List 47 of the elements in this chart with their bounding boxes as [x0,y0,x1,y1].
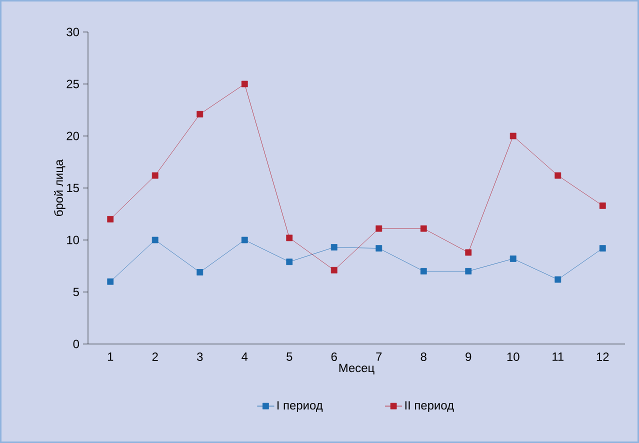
point [376,225,382,232]
point [420,268,427,274]
x-tick-label: 4 [242,352,248,361]
point [420,225,427,232]
point [286,234,293,242]
point [376,245,382,252]
point [554,172,562,179]
point [510,132,516,140]
y-axis-title: брой лица [54,159,66,216]
point [330,244,338,250]
x-tick-label: 12 [596,352,609,361]
x-tick-label: 6 [331,352,337,361]
x-tick-label: 5 [286,352,292,361]
x-tick-label: 8 [420,352,426,361]
point [152,236,158,244]
point [196,110,204,118]
y-tick-label: 5 [73,288,79,296]
x-axis-title: Месец [339,364,374,374]
x-tick-label: 3 [197,352,203,361]
point [152,172,158,179]
x-tick-label: 9 [466,352,472,361]
x-tick-label: 10 [507,352,520,361]
y-tick-label: 20 [66,132,80,140]
x-tick-label: 1 [108,352,114,361]
point [510,256,516,262]
legend-label: I период [278,401,323,412]
point [465,268,472,274]
y-tick-label: 15 [67,184,79,192]
y-tick-label: 25 [66,80,79,88]
y-tick-label: 30 [66,28,80,36]
point [554,276,562,283]
point [330,266,338,274]
point [241,236,248,244]
y-tick-label: 0 [73,340,80,348]
point [599,202,606,209]
point [196,269,204,276]
x-tick-label: 7 [376,352,382,361]
point [107,278,114,285]
x-tick-label: 11 [552,352,564,361]
point [286,258,293,266]
point [465,249,472,256]
point [107,216,114,222]
y-tick-label: 10 [67,236,80,244]
point [241,80,248,88]
point [599,245,606,252]
legend-label: II период [405,401,454,412]
x-tick-label: 2 [152,352,158,361]
